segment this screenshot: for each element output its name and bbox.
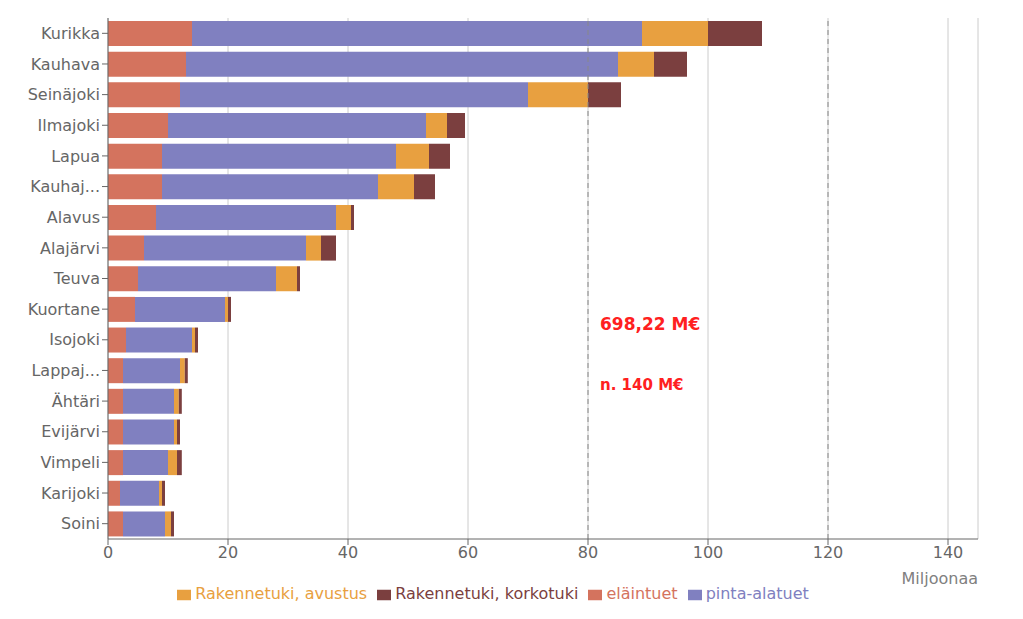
svg-text:Kuortane: Kuortane bbox=[28, 300, 100, 319]
svg-text:120: 120 bbox=[813, 543, 844, 562]
svg-text:Evijärvi: Evijärvi bbox=[41, 422, 100, 441]
svg-text:Lappaj...: Lappaj... bbox=[31, 361, 100, 380]
svg-text:Soini: Soini bbox=[61, 514, 100, 533]
svg-text:100: 100 bbox=[693, 543, 724, 562]
html-text:Rakennetuki, avustus: Rakennetuki, avustus bbox=[195, 584, 368, 603]
svg-text:Seinäjoki: Seinäjoki bbox=[28, 85, 100, 104]
svg-text:80: 80 bbox=[578, 543, 598, 562]
html-text:Rakennetuki, korkotuki: Rakennetuki, korkotuki bbox=[395, 584, 579, 603]
svg-text:Ilmajoki: Ilmajoki bbox=[38, 116, 101, 135]
html-text:pinta-alatuet: pinta-alatuet bbox=[705, 584, 809, 603]
svg-text:Miljoonaa: Miljoonaa bbox=[902, 569, 978, 588]
svg-text:20: 20 bbox=[218, 543, 238, 562]
svg-text:698,22 M€: 698,22 M€ bbox=[600, 314, 700, 334]
svg-text:Ähtäri: Ähtäri bbox=[52, 392, 100, 411]
svg-text:Kauhaj...: Kauhaj... bbox=[30, 177, 100, 196]
svg-text:Karijoki: Karijoki bbox=[41, 484, 100, 503]
svg-text:Alavus: Alavus bbox=[47, 208, 100, 227]
svg-text:60: 60 bbox=[458, 543, 478, 562]
svg-text:Teuva: Teuva bbox=[53, 269, 100, 288]
svg-text:Lapua: Lapua bbox=[51, 147, 100, 166]
svg-text:Vimpeli: Vimpeli bbox=[40, 453, 100, 472]
svg-text:0: 0 bbox=[103, 543, 113, 562]
svg-text:Alajärvi: Alajärvi bbox=[40, 239, 100, 258]
svg-text:Isojoki: Isojoki bbox=[49, 330, 100, 349]
html-text:eläintuet: eläintuet bbox=[606, 584, 678, 603]
svg-text:40: 40 bbox=[338, 543, 358, 562]
svg-text:Kurikka: Kurikka bbox=[41, 24, 100, 43]
svg-text:n. 140 M€: n. 140 M€ bbox=[600, 376, 684, 394]
svg-text:Kauhava: Kauhava bbox=[31, 55, 100, 74]
svg-text:140: 140 bbox=[933, 543, 964, 562]
